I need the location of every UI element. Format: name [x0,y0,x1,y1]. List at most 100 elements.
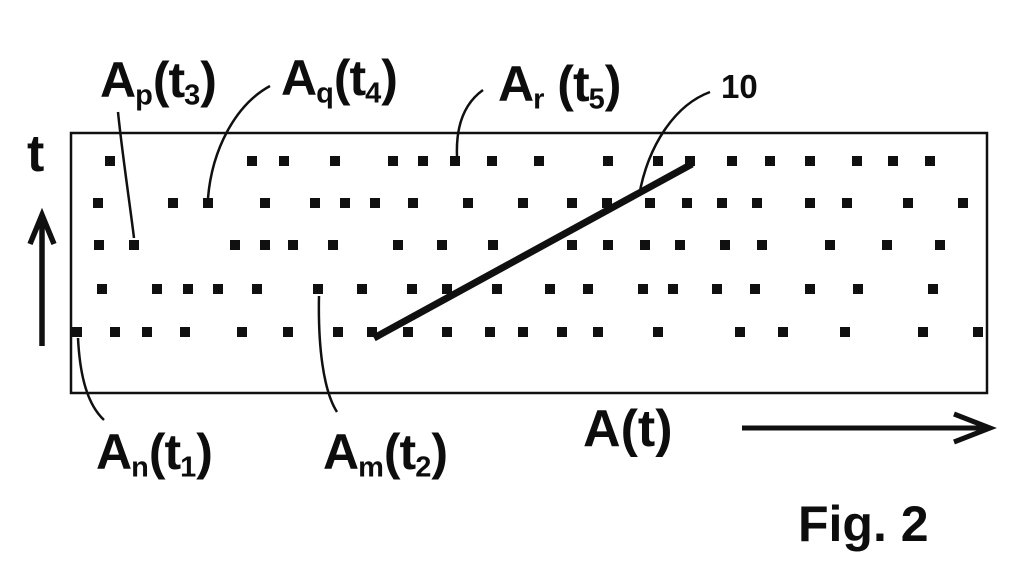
label-aq-arg-close: ) [381,50,398,106]
leader-an [76,337,105,421]
data-dot [213,284,223,294]
data-dot [720,240,730,250]
label-aq-letter: A [281,50,317,106]
leader-am [317,295,339,413]
data-dot [765,156,775,166]
reference-number-10: 10 [721,68,758,105]
label-am-arg: (t [383,424,416,480]
data-dot [260,198,270,208]
data-dot [675,240,685,250]
data-dot [288,240,298,250]
data-dot [935,240,945,250]
leader-ar [455,88,484,157]
data-dot [252,284,262,294]
data-dot [330,156,340,166]
data-dot [925,156,935,166]
data-dot [418,156,428,166]
label-ap-sub: p [135,79,153,112]
data-dot [557,327,567,337]
label-ar-arg-sub: 5 [588,83,605,116]
data-dot [518,198,528,208]
data-dot [247,156,257,166]
data-dot [645,198,655,208]
data-dot [367,327,377,337]
data-dot [752,198,762,208]
data-dot [853,284,863,294]
x-axis-letter: A [583,400,621,458]
data-dot [750,284,760,294]
data-dot [93,198,103,208]
leader-ap [116,111,136,239]
label-ap-arg-sub: 3 [184,79,201,112]
data-dot [94,240,104,250]
data-dot [852,156,862,166]
data-dot [735,327,745,337]
data-dot [805,156,815,166]
data-dot [283,327,293,337]
data-dot [567,240,577,250]
data-dot [685,156,695,166]
label-ar-letter: A [498,56,534,112]
data-dot [97,284,107,294]
data-dot [442,284,452,294]
label-ar-t5: Ar (t5) [498,56,621,116]
data-dot [437,240,447,250]
data-dot [603,156,613,166]
label-am-letter: A [323,424,359,480]
label-am-arg-close: ) [431,424,448,480]
data-dot [567,198,577,208]
data-dot [640,240,650,250]
label-ap-arg: (t [152,52,185,108]
data-dot [918,327,928,337]
data-dot [152,284,162,294]
data-dot [958,198,968,208]
data-dot [545,284,555,294]
data-dot [840,327,850,337]
data-dot [903,198,913,208]
data-dot [653,156,663,166]
data-dot [168,198,178,208]
data-dot [328,240,338,250]
label-ar-arg: (t [544,56,589,112]
data-dot [825,240,835,250]
data-dot [488,240,498,250]
x-axis-label-at: A(t) [583,403,673,455]
data-dot [882,240,892,250]
data-dot [407,284,417,294]
a-axis-arrow [742,411,997,445]
label-an-sub: n [131,451,149,484]
y-axis-label-t: t [27,125,45,183]
data-dot [393,240,403,250]
data-dot [142,327,152,337]
data-dot [370,198,380,208]
data-dot [72,327,82,337]
data-dot [842,198,852,208]
label-aq-arg: (t [333,50,366,106]
leader-10 [637,90,711,197]
label-an-arg: (t [148,424,181,480]
label-ap-letter: A [100,52,136,108]
data-dot [492,284,502,294]
data-dot [682,198,692,208]
data-dot [778,327,788,337]
data-dot [805,198,815,208]
data-dot [485,327,495,337]
data-dot [928,284,938,294]
data-dot [518,327,528,337]
data-dot [180,327,190,337]
data-dot [583,284,593,294]
data-dot [442,327,452,337]
label-aq-arg-sub: 4 [365,77,382,110]
label-am-t2: Am(t2) [323,424,448,483]
data-dot [237,327,247,337]
data-dot [203,198,213,208]
data-dot [105,156,115,166]
label-an-t1: An(t1) [96,424,213,484]
data-dot [487,156,497,166]
label-aq-sub: q [316,77,334,110]
data-dot [668,284,678,294]
data-dot [973,327,983,337]
data-dot [653,327,663,337]
data-dot [534,156,544,166]
